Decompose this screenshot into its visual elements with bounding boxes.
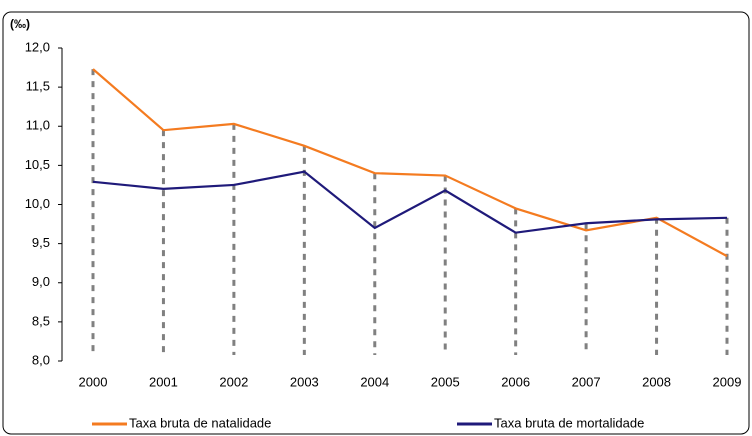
y-tick-label: 11,5 [26, 79, 50, 94]
x-tick-label: 2008 [642, 374, 671, 389]
series-line [92, 68, 728, 258]
y-tick-label: 10,5 [25, 157, 50, 172]
x-tick-label: 2006 [501, 374, 530, 389]
y-tick-label: 10,0 [25, 196, 50, 211]
x-tick-label: 2007 [572, 374, 601, 389]
legend-label: Taxa bruta de natalidade [129, 415, 271, 430]
y-tick-label: 11,0 [26, 118, 50, 133]
x-tick-label: 2004 [360, 374, 389, 389]
legend-label: Taxa bruta de mortalidade [494, 415, 644, 430]
x-tick-label: 2002 [219, 374, 248, 389]
y-tick-label: 12,0 [25, 39, 50, 54]
y-tick-label: 8,5 [32, 313, 50, 328]
x-tick-label: 2005 [431, 374, 460, 389]
frame [2, 11, 750, 435]
y-tick-label: 9,0 [32, 274, 50, 289]
y-axis-label: (‰) [10, 17, 30, 31]
y-tick-label: 9,5 [32, 235, 50, 250]
y-tick-label: 8,0 [32, 352, 50, 367]
x-tick-label: 2001 [149, 374, 178, 389]
x-tick-label: 2003 [290, 374, 319, 389]
x-tick-label: 2009 [713, 374, 742, 389]
x-tick-label: 2000 [79, 374, 108, 389]
series-line [92, 170, 728, 234]
